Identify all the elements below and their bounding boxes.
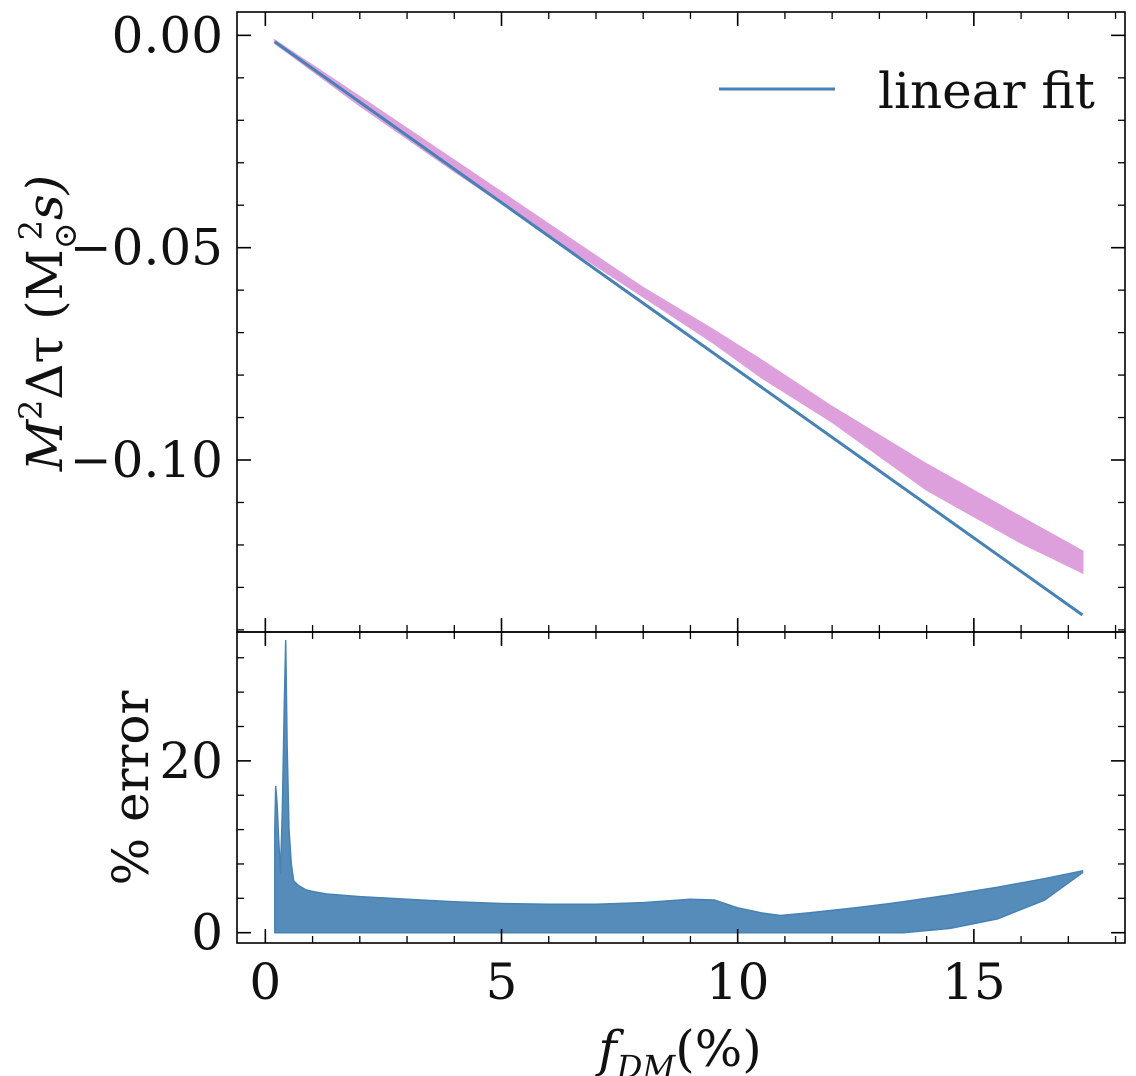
- bottom-y-axis-label: % error: [102, 691, 160, 886]
- x-axis-label: fDM(%): [594, 1020, 761, 1076]
- linear-fit-line: [273, 40, 1084, 617]
- ylabel-rest: Δτ (M: [16, 249, 74, 399]
- legend: linear fit: [719, 62, 1095, 120]
- top-panel: 0.00−0.05−0.10 linear fit M2Δτ (M⊙2s): [12, 6, 1126, 633]
- y-tick-label: 0.00: [112, 6, 223, 64]
- legend-label: linear fit: [878, 62, 1095, 120]
- error-area: [274, 639, 1084, 934]
- top-tick-labels: 0.00 −0.05 −0.10: [70, 6, 223, 489]
- bottom-panel-frame: [236, 631, 1126, 944]
- bottom-panel: 0 20 0 5 10 15 % error fDM(%): [102, 631, 1126, 1076]
- linear-fit-line-group: [273, 40, 1084, 617]
- bottom-tick-labels: 0 20 0 5 10 15: [159, 732, 1005, 1011]
- x-tick-label: 0: [249, 953, 281, 1011]
- y-tick-label: 0: [191, 904, 223, 962]
- y-tick-label: −0.10: [70, 431, 223, 489]
- ylabel-sup2: 2: [12, 220, 50, 240]
- ylabel-tail: s): [16, 175, 74, 220]
- error-fill: [274, 639, 1084, 934]
- top-ticks: [237, 12, 1125, 632]
- xlabel-sub: DM: [616, 1048, 677, 1076]
- x-tick-label: 10: [706, 953, 770, 1011]
- y-tick-label: −0.05: [70, 219, 223, 277]
- xlabel-tail: (%): [675, 1020, 762, 1076]
- bottom-ticks: [237, 632, 1125, 943]
- band-area: [273, 38, 1084, 575]
- ylabel-m: M: [16, 418, 74, 472]
- y-tick-label: 20: [159, 732, 223, 790]
- ylabel-sup: 2: [12, 400, 50, 420]
- band-fill: [273, 38, 1084, 575]
- ylabel-sub: ⊙: [46, 222, 84, 249]
- x-tick-label: 15: [942, 953, 1006, 1011]
- x-tick-label: 5: [486, 953, 518, 1011]
- top-y-axis-label: M2Δτ (M⊙2s): [12, 175, 84, 472]
